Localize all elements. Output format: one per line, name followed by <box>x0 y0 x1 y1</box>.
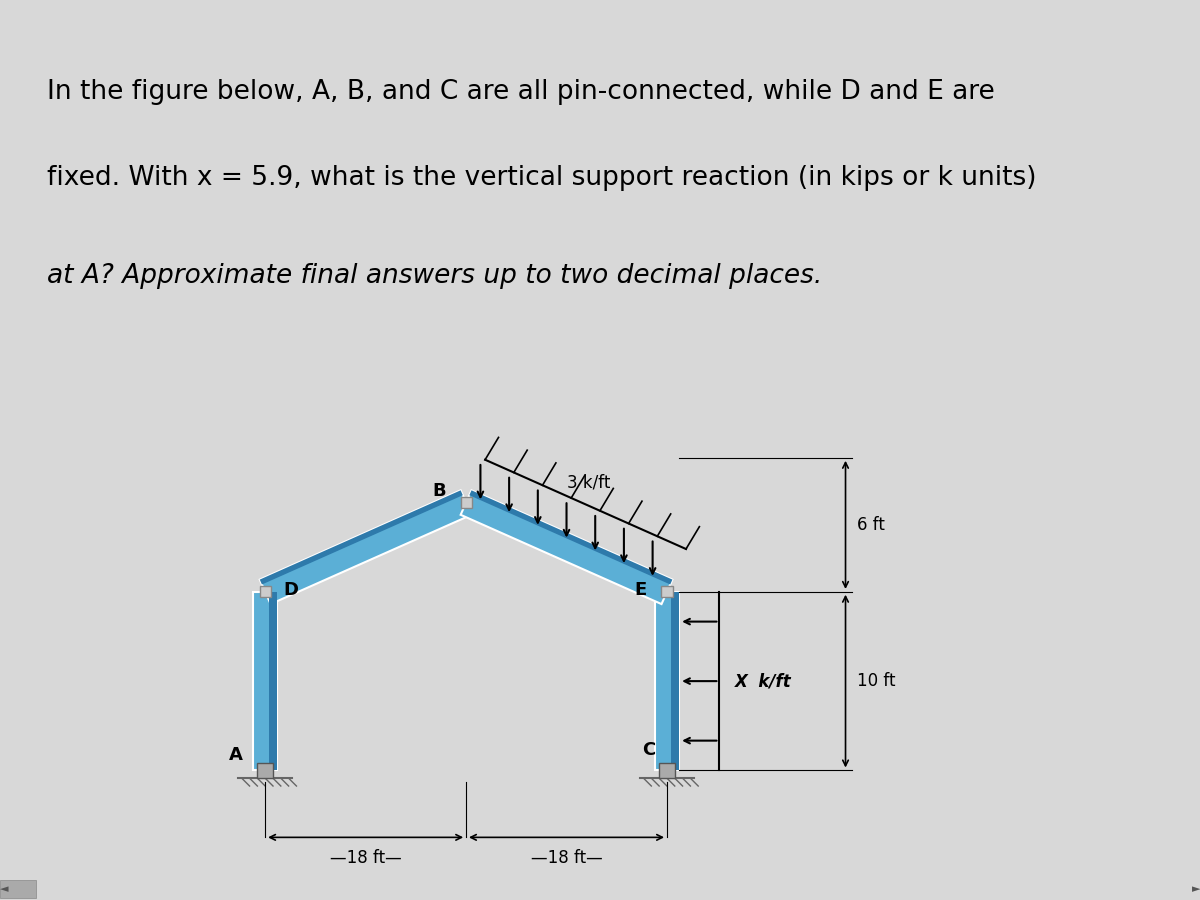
Polygon shape <box>259 491 472 604</box>
Bar <box>269 592 277 770</box>
Text: 6 ft: 6 ft <box>857 516 884 534</box>
Text: —18 ft—: —18 ft— <box>530 849 602 867</box>
Polygon shape <box>259 491 463 584</box>
Text: ►: ► <box>1192 884 1200 894</box>
Text: C: C <box>642 742 655 760</box>
Text: —18 ft—: —18 ft— <box>330 849 402 867</box>
Bar <box>259 586 271 598</box>
Bar <box>461 497 472 508</box>
Polygon shape <box>461 491 672 604</box>
Bar <box>0 880 36 898</box>
Bar <box>655 592 679 770</box>
Bar <box>659 762 674 778</box>
Text: A: A <box>229 746 242 764</box>
Text: In the figure below, A, B, and C are all pin-connected, while D and E are: In the figure below, A, B, and C are all… <box>47 79 995 104</box>
Text: ◄: ◄ <box>0 884 8 894</box>
Text: at A? Approximate final answers up to two decimal places.: at A? Approximate final answers up to tw… <box>47 263 822 289</box>
Text: 10 ft: 10 ft <box>857 672 895 690</box>
Text: E: E <box>635 580 647 598</box>
Polygon shape <box>469 491 672 584</box>
Text: X  k/ft: X k/ft <box>736 672 792 690</box>
Text: fixed. With x = 5.9, what is the vertical support reaction (in kips or k units): fixed. With x = 5.9, what is the vertica… <box>47 166 1037 191</box>
Text: B: B <box>432 482 446 500</box>
Text: D: D <box>283 580 298 598</box>
Bar <box>257 762 274 778</box>
Bar <box>661 586 672 598</box>
Text: 3 k/ft: 3 k/ft <box>568 473 611 491</box>
Bar <box>253 592 277 770</box>
Bar <box>671 592 679 770</box>
